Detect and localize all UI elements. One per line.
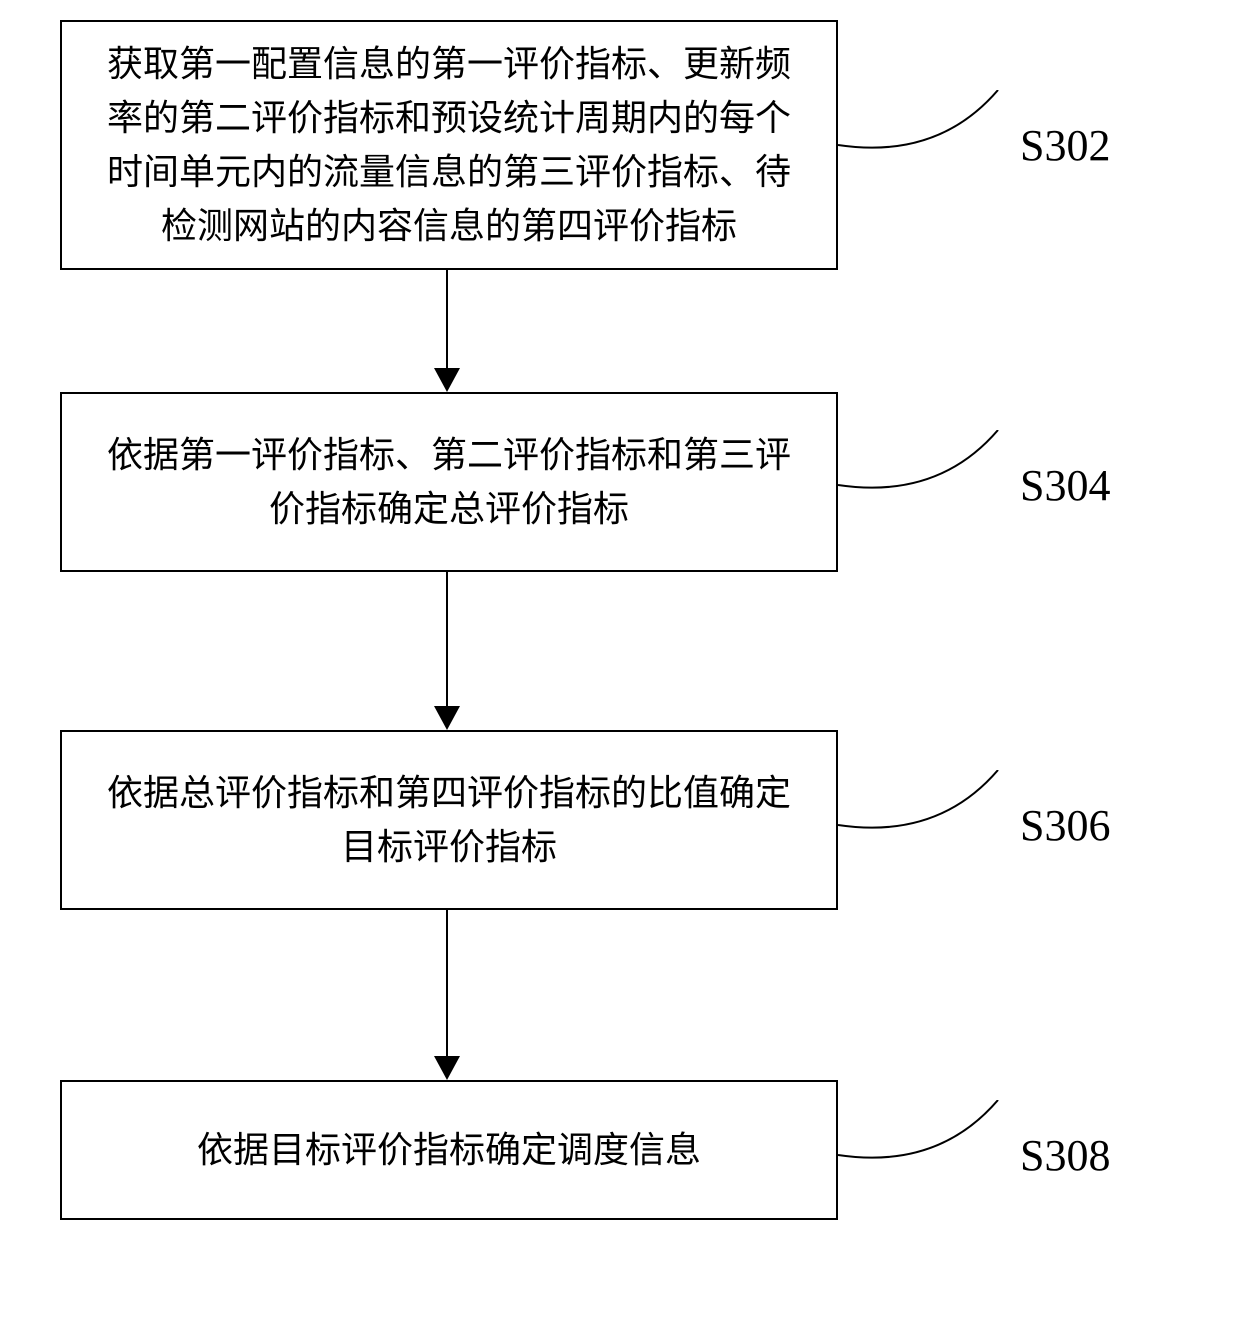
arrow-head-1 bbox=[434, 368, 460, 392]
step-text: 依据第一评价指标、第二评价指标和第三评价指标确定总评价指标 bbox=[92, 428, 806, 536]
step-text: 依据总评价指标和第四评价指标的比值确定目标评价指标 bbox=[92, 766, 806, 874]
step-label-text: S306 bbox=[1020, 801, 1110, 850]
connector-curve-s304 bbox=[838, 430, 1020, 530]
step-box-s306: 依据总评价指标和第四评价指标的比值确定目标评价指标 bbox=[60, 730, 838, 910]
arrow-line-3 bbox=[446, 910, 448, 1056]
step-label-text: S308 bbox=[1020, 1131, 1110, 1180]
connector-curve-s308 bbox=[838, 1100, 1020, 1200]
connector-curve-s306 bbox=[838, 770, 1020, 870]
arrow-head-2 bbox=[434, 706, 460, 730]
step-label-text: S304 bbox=[1020, 461, 1110, 510]
arrow-line-1 bbox=[446, 270, 448, 368]
step-text: 获取第一配置信息的第一评价指标、更新频率的第二评价指标和预设统计周期内的每个时间… bbox=[92, 37, 806, 253]
step-label-s308: S308 bbox=[1020, 1130, 1110, 1181]
flowchart-container: 获取第一配置信息的第一评价指标、更新频率的第二评价指标和预设统计周期内的每个时间… bbox=[0, 0, 1240, 1328]
step-box-s302: 获取第一配置信息的第一评价指标、更新频率的第二评价指标和预设统计周期内的每个时间… bbox=[60, 20, 838, 270]
arrow-head-3 bbox=[434, 1056, 460, 1080]
step-text: 依据目标评价指标确定调度信息 bbox=[197, 1123, 701, 1177]
step-label-s306: S306 bbox=[1020, 800, 1110, 851]
step-box-s308: 依据目标评价指标确定调度信息 bbox=[60, 1080, 838, 1220]
step-label-s302: S302 bbox=[1020, 120, 1110, 171]
step-box-s304: 依据第一评价指标、第二评价指标和第三评价指标确定总评价指标 bbox=[60, 392, 838, 572]
connector-curve-s302 bbox=[838, 90, 1020, 190]
step-label-text: S302 bbox=[1020, 121, 1110, 170]
arrow-line-2 bbox=[446, 572, 448, 706]
step-label-s304: S304 bbox=[1020, 460, 1110, 511]
